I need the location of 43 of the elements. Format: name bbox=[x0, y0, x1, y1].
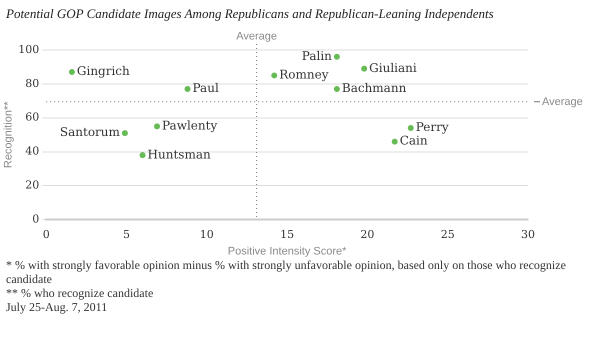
point bbox=[361, 66, 368, 72]
annotation: Cain bbox=[400, 134, 428, 148]
annotation: Romney bbox=[279, 68, 329, 82]
annotation: Perry bbox=[416, 120, 449, 134]
x-tick-label: 20 bbox=[360, 228, 374, 242]
x-tick-label: 10 bbox=[200, 228, 214, 242]
point bbox=[154, 123, 160, 130]
annotation: Bachmann bbox=[342, 81, 407, 96]
y-tick-label: 40 bbox=[25, 144, 40, 158]
point bbox=[271, 72, 278, 78]
x-tick-label: 0 bbox=[42, 228, 50, 242]
point bbox=[334, 86, 340, 92]
y-tick-label: 100 bbox=[18, 42, 40, 56]
x-tick-label: 15 bbox=[280, 228, 294, 242]
point bbox=[140, 152, 146, 158]
y-tick-label: 60 bbox=[25, 110, 40, 124]
x-axis-title: Positive Intensity Score* bbox=[228, 245, 348, 258]
text: July 25-Aug. 7, 2011 bbox=[6, 300, 108, 314]
annotation: Giuliani bbox=[369, 60, 417, 75]
text: ** % who recognize candidate bbox=[6, 286, 154, 300]
x-tick-label: 5 bbox=[122, 228, 130, 242]
point bbox=[408, 125, 414, 132]
x-tick-label: 25 bbox=[440, 228, 455, 242]
point bbox=[392, 138, 398, 145]
x-tick-label: 30 bbox=[521, 228, 535, 242]
point bbox=[184, 86, 191, 92]
annotation: Huntsman bbox=[148, 147, 211, 162]
y-tick-label: 0 bbox=[32, 212, 40, 226]
annotation: Gingrich bbox=[76, 64, 130, 78]
point bbox=[68, 69, 75, 76]
chart-title: Potential GOP Candidate Images Among Republicans and Republican-Leaning Independents bbox=[6, 6, 494, 22]
annotation: Santorum bbox=[60, 125, 121, 140]
annotation: Paul bbox=[192, 81, 219, 96]
y-axis-title: Recognition** bbox=[2, 100, 15, 168]
ref-line-label: Average bbox=[236, 30, 277, 43]
annotation: Palin bbox=[302, 48, 332, 63]
point bbox=[122, 130, 128, 136]
point bbox=[334, 54, 340, 60]
y-tick-label: 20 bbox=[25, 178, 40, 192]
annotation: Pawlenty bbox=[162, 118, 218, 132]
ref-line-label: Average bbox=[542, 96, 583, 108]
text: * % with strongly favorable opinion minus % with strongly unfavorable opinion, based only on those who recognize candidate bbox=[6, 258, 567, 286]
y-tick-label: 80 bbox=[25, 76, 40, 90]
